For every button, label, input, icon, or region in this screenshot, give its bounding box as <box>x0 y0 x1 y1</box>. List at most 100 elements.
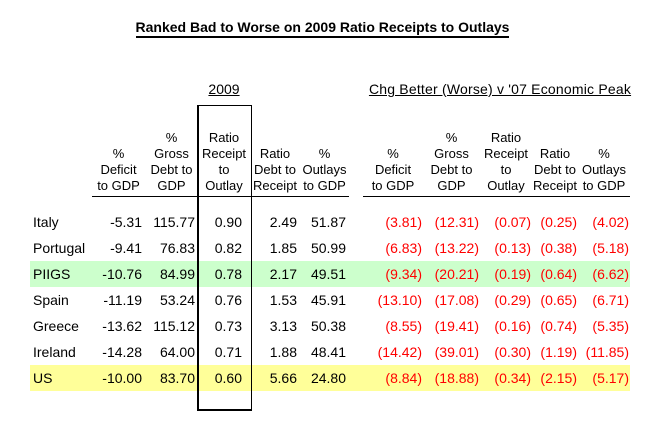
header-row: % Deficit to GDP % Gross Debt to GDP Rat… <box>30 117 630 197</box>
value-chg-cell: (0.74) <box>540 318 577 334</box>
header-cell-gross-debt-chg: % Gross Debt to GDP <box>423 130 480 197</box>
value-chg-cell: (5.18) <box>592 240 629 256</box>
value-chg-cell: (20.21) <box>434 266 479 282</box>
value-2009-cell: 49.51 <box>310 266 346 282</box>
row-gap <box>349 313 363 339</box>
value-2009-cell: -13.62 <box>102 318 142 334</box>
value-2009-cell: 115.77 <box>153 214 195 230</box>
value-2009-cell: 45.91 <box>310 292 346 308</box>
row-gap <box>349 261 363 287</box>
value-2009-cell: 1.53 <box>269 292 297 308</box>
header-cell-deficit-gdp-chg: % Deficit to GDP <box>363 146 423 197</box>
title-row: Ranked Bad to Worse on 2009 Ratio Receip… <box>0 19 645 38</box>
value-chg-cell: (1.19) <box>540 344 577 360</box>
value-2009-cell: 0.73 <box>214 318 242 334</box>
page-title: Ranked Bad to Worse on 2009 Ratio Receip… <box>135 19 510 38</box>
value-2009-cell: 115.12 <box>153 318 195 334</box>
value-chg-cell: (13.22) <box>434 240 479 256</box>
header-cell-ratio-debt-2009: Ratio Debt to Receipt <box>250 146 300 197</box>
value-2009-cell: 0.60 <box>214 370 242 386</box>
value-chg-cell: (9.34) <box>385 266 422 282</box>
table-row: Spain -11.19 53.24 0.76 1.53 45.91 (13.10) (17.… <box>30 287 630 313</box>
row-gap <box>349 287 363 313</box>
value-chg-cell: (39.01) <box>434 344 479 360</box>
table-body: Italy -5.31 115.77 0.90 2.49 51.87 (3.81) (12.3… <box>30 209 630 391</box>
value-2009-cell: 51.87 <box>310 214 346 230</box>
value-chg-cell: (0.25) <box>540 214 577 230</box>
value-chg-cell: (0.34) <box>494 370 531 386</box>
value-chg-cell: (0.30) <box>494 344 531 360</box>
value-2009-cell: -5.31 <box>110 214 142 230</box>
value-2009-cell: 24.80 <box>310 370 346 386</box>
table-row: US -10.00 83.70 0.60 5.66 24.80 (8.84) (18.88) (… <box>30 365 630 391</box>
header-cell-outlays-2009: % Outlays to GDP <box>300 146 349 197</box>
header-cell-gross-debt-2009: % Gross Debt to GDP <box>145 130 198 197</box>
row-gap <box>349 365 363 391</box>
value-2009-cell: -10.76 <box>102 266 142 282</box>
value-2009-cell: 2.49 <box>269 214 297 230</box>
row-label: US <box>33 370 53 386</box>
value-chg-cell: (0.65) <box>540 292 577 308</box>
value-2009-cell: -14.28 <box>102 344 142 360</box>
header-cell-deficit-gdp-2009: % Deficit to GDP <box>92 146 145 197</box>
value-2009-cell: 1.88 <box>269 344 297 360</box>
value-chg-cell: (13.10) <box>377 292 422 308</box>
value-2009-cell: 3.13 <box>269 318 297 334</box>
value-chg-cell: (2.15) <box>540 370 577 386</box>
value-chg-cell: (0.64) <box>540 266 577 282</box>
value-chg-cell: (5.17) <box>592 370 629 386</box>
value-2009-cell: -11.19 <box>103 292 142 308</box>
row-label: Greece <box>33 318 79 334</box>
table-row: PIIGS -10.76 84.99 0.78 2.17 49.51 (9.34) (20.2… <box>30 261 630 287</box>
value-chg-cell: (17.08) <box>434 292 479 308</box>
value-2009-cell: 83.70 <box>159 370 195 386</box>
header-cell-outlays-chg: % Outlays to GDP <box>578 146 630 197</box>
table-row: Italy -5.31 115.77 0.90 2.49 51.87 (3.81) (12.3… <box>30 209 630 235</box>
row-label: Ireland <box>33 344 76 360</box>
value-2009-cell: 0.82 <box>214 240 242 256</box>
table-row: Greece -13.62 115.12 0.73 3.13 50.38 (8.55) (19… <box>30 313 630 339</box>
value-chg-cell: (8.84) <box>385 370 422 386</box>
row-gap <box>349 209 363 235</box>
value-2009-cell: 0.90 <box>214 214 242 230</box>
value-2009-cell: 5.66 <box>269 370 297 386</box>
data-table: % Deficit to GDP % Gross Debt to GDP Rat… <box>30 117 630 391</box>
header-cell-ratio-receipt-chg: Ratio Receipt to Outlay <box>480 130 532 197</box>
value-chg-cell: (12.31) <box>434 214 479 230</box>
value-2009-cell: 0.78 <box>214 266 242 282</box>
value-chg-cell: (4.02) <box>592 214 629 230</box>
value-chg-cell: (0.29) <box>494 292 531 308</box>
value-2009-cell: 50.38 <box>310 318 346 334</box>
value-chg-cell: (6.62) <box>592 266 629 282</box>
row-gap <box>349 339 363 365</box>
value-chg-cell: (0.16) <box>494 318 531 334</box>
row-label: Italy <box>33 214 59 230</box>
row-label: Spain <box>33 292 69 308</box>
row-gap <box>349 235 363 261</box>
value-chg-cell: (8.55) <box>385 318 422 334</box>
value-chg-cell: (0.13) <box>494 240 531 256</box>
value-2009-cell: 53.24 <box>159 292 195 308</box>
value-chg-cell: (18.88) <box>434 370 479 386</box>
value-chg-cell: (0.07) <box>494 214 531 230</box>
value-chg-cell: (6.83) <box>385 240 422 256</box>
header-cell-ratio-debt-chg: Ratio Debt to Receipt <box>532 146 578 197</box>
value-2009-cell: 64.00 <box>159 344 195 360</box>
row-label: Portugal <box>33 240 86 256</box>
value-2009-cell: 1.85 <box>269 240 297 256</box>
value-2009-cell: 0.71 <box>214 344 242 360</box>
value-2009-cell: -9.41 <box>110 240 142 256</box>
value-chg-cell: (5.35) <box>592 318 629 334</box>
value-2009-cell: 48.41 <box>310 344 346 360</box>
row-label: PIIGS <box>33 266 71 282</box>
value-2009-cell: 2.17 <box>269 266 297 282</box>
value-chg-cell: (6.71) <box>592 292 629 308</box>
value-chg-cell: (14.42) <box>377 344 422 360</box>
value-chg-cell: (0.38) <box>540 240 577 256</box>
table-row: Portugal -9.41 76.83 0.82 1.85 50.99 (6.83) (13… <box>30 235 630 261</box>
value-2009-cell: 84.99 <box>159 266 195 282</box>
value-2009-cell: 50.99 <box>310 240 346 256</box>
group-label-chg-vs-peak: Chg Better (Worse) v '07 Economic Peak <box>368 81 632 97</box>
value-chg-cell: (11.85) <box>585 344 629 360</box>
